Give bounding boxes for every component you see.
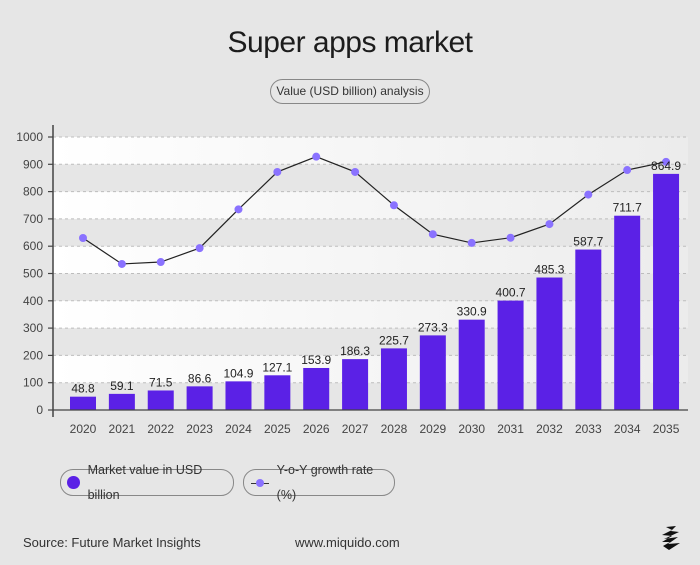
growth-point-2024 <box>234 205 243 214</box>
bar-2023 <box>186 386 213 410</box>
y-tick-label: 700 <box>23 212 43 226</box>
bar-2029 <box>419 335 446 410</box>
bar-value-label: 587.7 <box>573 235 603 249</box>
x-tick-label: 2027 <box>342 422 369 436</box>
bar-2026 <box>303 367 330 410</box>
bar-2024 <box>225 381 252 410</box>
growth-point-2033 <box>584 190 593 199</box>
bar-2020 <box>70 396 96 410</box>
legend-item-market-value[interactable]: Market value in USD billion <box>60 463 234 502</box>
bar-2022 <box>147 390 174 410</box>
x-tick-label: 2032 <box>536 422 563 436</box>
growth-point-2026 <box>312 152 321 161</box>
bar-value-label: 400.7 <box>496 286 526 300</box>
x-tick-label: 2031 <box>497 422 524 436</box>
bar-2034 <box>614 215 641 410</box>
bar-value-label: 225.7 <box>379 333 409 347</box>
bar-2030 <box>458 319 485 410</box>
bar-2021 <box>108 393 135 410</box>
growth-point-2022 <box>156 258 165 267</box>
bar-value-label: 153.9 <box>301 353 331 367</box>
x-tick-label: 2028 <box>381 422 408 436</box>
bar-value-label: 127.1 <box>262 360 292 374</box>
chart-title: Super apps market <box>227 26 473 59</box>
bar-value-label: 104.9 <box>223 366 253 380</box>
chart-subtitle: Value (USD billion) analysis <box>270 79 430 104</box>
website-link[interactable]: www.miquido.com <box>295 535 400 550</box>
x-tick-label: 2033 <box>575 422 602 436</box>
line-swatch-icon <box>251 478 269 488</box>
growth-point-2028 <box>389 201 398 210</box>
x-tick-label: 2020 <box>70 422 97 436</box>
miquido-logo-icon <box>662 526 680 550</box>
y-tick-label: 200 <box>23 348 43 362</box>
growth-point-2021 <box>117 259 126 268</box>
x-tick-label: 2026 <box>303 422 330 436</box>
legend-label: Y-o-Y growth rate (%) <box>276 462 374 502</box>
grid-band <box>53 164 688 192</box>
x-tick-label: 2034 <box>614 422 641 436</box>
bar-value-label: 864.9 <box>651 159 681 173</box>
y-tick-label: 400 <box>23 294 43 308</box>
growth-point-2029 <box>428 230 437 239</box>
bar-value-label: 273.3 <box>418 320 448 334</box>
bar-value-label: 711.7 <box>613 201 642 215</box>
y-tick-label: 900 <box>23 157 43 171</box>
growth-rate-line <box>82 156 667 265</box>
bar-value-label: 485.3 <box>534 263 564 277</box>
x-tick-label: 2029 <box>419 422 446 436</box>
bar-value-label: 86.6 <box>188 371 212 385</box>
growth-point-2030 <box>467 238 476 247</box>
bar-2033 <box>575 249 602 410</box>
x-tick-label: 2022 <box>147 422 174 436</box>
legend-item-growth-rate[interactable]: Y-o-Y growth rate (%) <box>243 463 395 502</box>
y-tick-label: 500 <box>23 267 43 281</box>
growth-point-2027 <box>351 167 360 176</box>
bar-value-label: 71.5 <box>149 375 173 389</box>
growth-point-2034 <box>623 166 632 175</box>
bar-value-label: 48.8 <box>71 382 95 396</box>
bar-value-label: 330.9 <box>457 305 487 319</box>
x-tick-label: 2030 <box>458 422 485 436</box>
growth-point-2023 <box>195 244 204 253</box>
grid-band <box>53 191 688 219</box>
bar-2031 <box>497 300 524 410</box>
grid-band <box>53 218 688 247</box>
source-text: Source: Future Market Insights <box>23 535 201 550</box>
bar-2027 <box>342 359 369 410</box>
y-tick-label: 600 <box>23 239 43 253</box>
grid-band <box>53 137 688 165</box>
growth-point-2031 <box>506 233 515 242</box>
bar-2025 <box>264 375 291 410</box>
growth-point-2032 <box>545 220 554 229</box>
growth-point-2035 <box>662 157 671 166</box>
x-tick-label: 2023 <box>186 422 213 436</box>
y-tick-label: 1000 <box>16 130 43 144</box>
bar-value-label: 186.3 <box>340 344 370 358</box>
bar-2035 <box>653 173 680 410</box>
y-tick-label: 100 <box>23 376 43 390</box>
x-tick-label: 2035 <box>653 422 680 436</box>
y-tick-label: 300 <box>23 321 43 335</box>
bar-value-label: 59.1 <box>110 379 134 393</box>
x-tick-label: 2024 <box>225 422 252 436</box>
y-tick-label: 800 <box>23 185 43 199</box>
x-tick-label: 2021 <box>109 422 136 436</box>
y-tick-label: 0 <box>36 403 43 417</box>
bar-2032 <box>536 277 563 410</box>
bar-2028 <box>380 348 407 410</box>
legend-label: Market value in USD billion <box>87 462 203 502</box>
bar-swatch-icon <box>67 476 80 489</box>
growth-point-2020 <box>79 234 87 243</box>
growth-point-2025 <box>273 167 282 176</box>
x-tick-label: 2025 <box>264 422 291 436</box>
